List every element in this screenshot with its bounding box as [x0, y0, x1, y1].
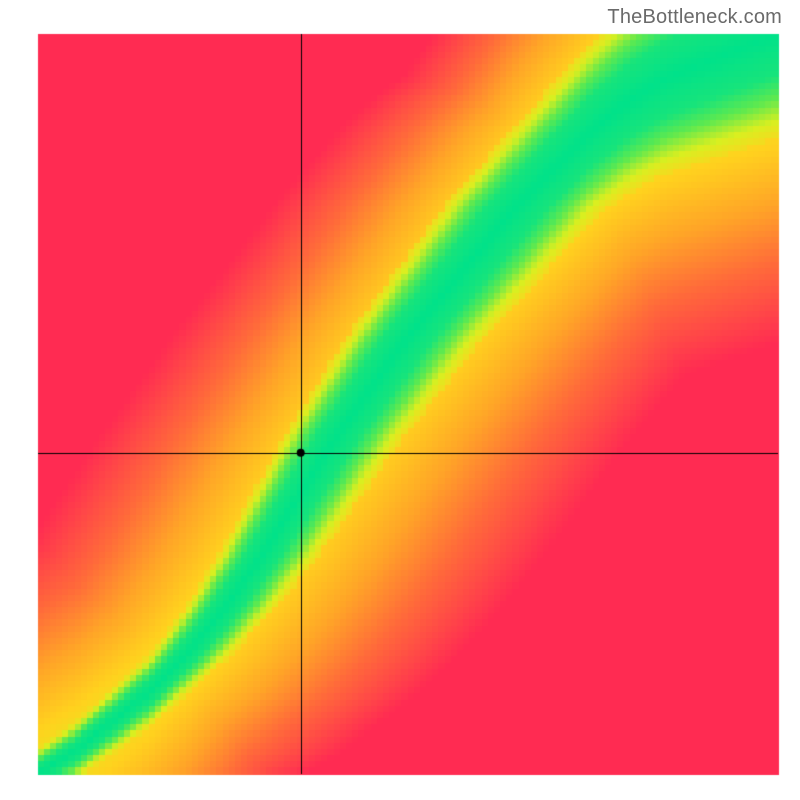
chart-container: TheBottleneck.com: [0, 0, 800, 800]
watermark-text: TheBottleneck.com: [607, 6, 782, 29]
heatmap-canvas: [0, 0, 800, 800]
